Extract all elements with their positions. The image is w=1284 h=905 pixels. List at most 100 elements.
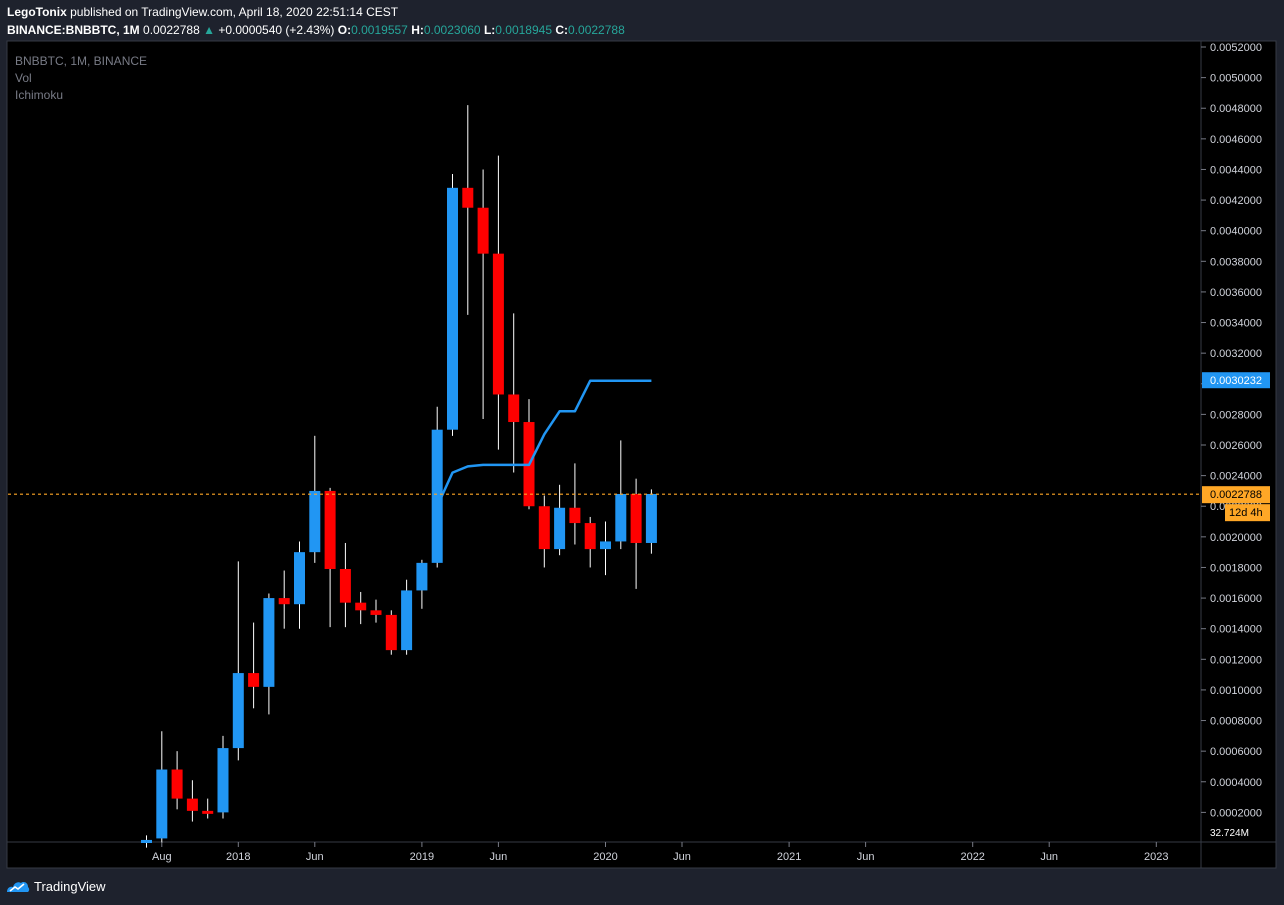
candle-body (508, 394, 520, 423)
candle[interactable] (217, 735, 229, 819)
candle[interactable] (431, 406, 443, 568)
legend-ichimoku[interactable]: Ichimoku (15, 88, 63, 102)
volume-axis-label: 32.724M (1210, 828, 1249, 839)
candle[interactable] (477, 169, 489, 419)
price-tick-label: 0.0006000 (1210, 746, 1262, 758)
price-axis-badges: 0.0030232 0.0022788 12d 4h 32.724M (1202, 372, 1270, 839)
price-tick-label: 0.0018000 (1210, 562, 1262, 574)
candle[interactable] (324, 487, 336, 628)
candle[interactable] (278, 570, 290, 629)
price-tick-label: 0.0050000 (1210, 73, 1262, 85)
candle[interactable] (584, 516, 596, 568)
candle[interactable] (492, 155, 504, 450)
candle-body (447, 187, 458, 430)
price-tick-label: 0.0036000 (1210, 287, 1262, 299)
time-tick-label: Jun (306, 851, 324, 863)
time-tick-label: Jun (490, 851, 508, 863)
price-tick-label: 0.0026000 (1210, 440, 1262, 452)
symbol-interval: BINANCE:BNBBTC, 1M (7, 23, 140, 37)
time-axis[interactable]: Aug 2018 Jun 2019 Jun 2020 Jun 2021 Jun 2022 Jun 20… (152, 842, 1169, 863)
candle[interactable] (538, 495, 550, 568)
candle-body (186, 798, 198, 811)
candle[interactable] (447, 174, 458, 436)
price-tick-label: 0.0044000 (1210, 164, 1262, 176)
price-axis[interactable]: 0.0002000 0.0004000 0.0006000 0.0008000 0.00… (1201, 42, 1262, 819)
price-tick-label: 0.0016000 (1210, 593, 1262, 605)
price-change: +0.0000540 (+2.43%) (218, 23, 335, 37)
price-tick-label: 0.0046000 (1210, 134, 1262, 146)
candle-body (263, 598, 275, 687)
time-tick-label: 2019 (410, 851, 434, 863)
candle[interactable] (462, 105, 474, 315)
legend-vol[interactable]: Vol (15, 71, 32, 85)
candle[interactable] (355, 591, 367, 625)
candle-body (477, 207, 489, 254)
candle-body (294, 552, 305, 605)
close-value: 0.0022788 (568, 23, 625, 37)
candle[interactable] (600, 521, 611, 576)
candle-body (600, 541, 611, 550)
low-value: 0.0018945 (495, 23, 552, 37)
candle[interactable] (263, 593, 275, 715)
cloud-price-badge (1202, 372, 1270, 389)
candle[interactable] (141, 835, 152, 848)
price-tick-label: 0.0042000 (1210, 195, 1262, 207)
price-tick-label: 0.0008000 (1210, 716, 1262, 728)
price-tick-label: 0.0002000 (1210, 807, 1262, 819)
candle[interactable] (248, 622, 260, 709)
candle[interactable] (554, 484, 566, 556)
candle-body (309, 490, 321, 553)
author-name[interactable]: LegoTonix (7, 5, 67, 19)
candle[interactable] (232, 561, 244, 761)
candle[interactable] (416, 559, 428, 609)
legend-symbol[interactable]: BNBBTC, 1M, BINANCE (15, 54, 147, 68)
price-tick-label: 0.0048000 (1210, 103, 1262, 115)
price-tick-label: 0.0020000 (1210, 532, 1262, 544)
open-label: O: (337, 23, 352, 37)
candle-body (385, 614, 397, 651)
candle-body (355, 602, 367, 611)
ichimoku-line (436, 379, 652, 507)
time-tick-label: 2023 (1144, 851, 1168, 863)
candle[interactable] (339, 542, 351, 628)
candle[interactable] (630, 478, 642, 589)
tradingview-footer[interactable]: TradingView (6, 877, 106, 895)
candles-layer (141, 105, 657, 848)
ichimoku-layer (436, 379, 652, 507)
candle[interactable] (156, 731, 168, 843)
candle[interactable] (370, 599, 382, 623)
candle-body (202, 810, 214, 814)
candle[interactable] (401, 579, 413, 655)
candle[interactable] (569, 463, 581, 545)
candle[interactable] (508, 313, 520, 473)
candle[interactable] (171, 751, 183, 810)
candle-body (431, 429, 443, 563)
time-tick-label: Aug (152, 851, 172, 863)
time-tick-label: Jun (1040, 851, 1058, 863)
cloud-price-label: 0.0030232 (1210, 375, 1262, 387)
countdown-badge (1225, 504, 1270, 522)
candle-body (339, 568, 351, 603)
candle-body (217, 748, 229, 813)
candle[interactable] (309, 435, 321, 563)
current-price-badge (1202, 486, 1270, 504)
time-tick-label: Jun (857, 851, 875, 863)
candle[interactable] (202, 798, 214, 819)
price-tick-label: 0.0012000 (1210, 654, 1262, 666)
published-text: published on TradingView.com, April 18, … (70, 5, 399, 19)
tradingview-brand: TradingView (34, 878, 106, 894)
candle-body (248, 673, 260, 687)
candle-body (615, 493, 627, 542)
candle[interactable] (645, 489, 657, 554)
candle[interactable] (186, 780, 198, 822)
up-arrow-icon: ▲ (203, 23, 215, 37)
candle[interactable] (294, 541, 305, 629)
price-tick-label: 0.0038000 (1210, 256, 1262, 268)
candle-body (569, 507, 581, 524)
candle[interactable] (385, 610, 397, 655)
price-tick-label: 0.0014000 (1210, 624, 1262, 636)
chart-legend[interactable]: BNBBTC, 1M, BINANCE Vol Ichimoku (15, 54, 147, 102)
high-label: H: (411, 23, 424, 37)
time-tick-label: 2018 (226, 851, 250, 863)
